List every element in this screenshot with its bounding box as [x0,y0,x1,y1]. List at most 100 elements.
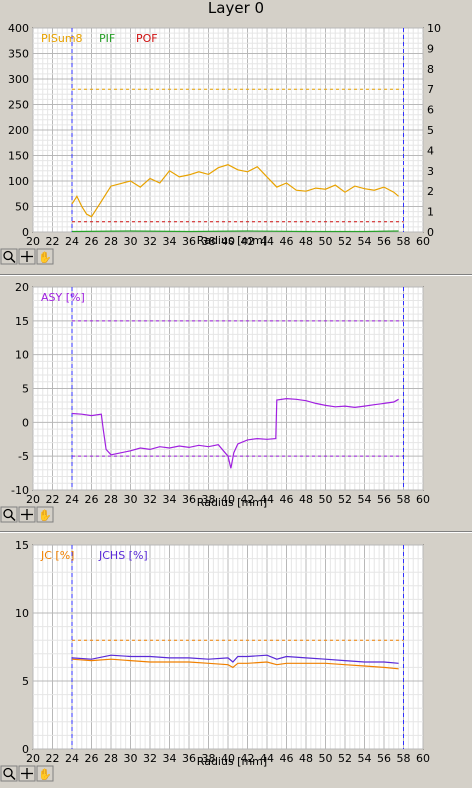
x-tick-label: 52 [338,235,352,248]
y-tick-label: -5 [18,450,29,463]
y-tick-label: 5 [22,383,29,396]
x-tick-label: 44 [260,235,274,248]
x-tick-label: 32 [143,235,157,248]
x-tick-label: 28 [104,752,118,765]
x-tick-label: 26 [85,235,99,248]
x-tick-label: 30 [124,493,138,506]
x-tick-label: 38 [202,752,216,765]
x-tick-label: 58 [397,235,411,248]
asy-chart: -10 -5 0 5 10 15 20 20 22 24 26 28 30 32 34 36 38 40 42 44 4… [0,281,430,523]
x-tick-label: 46 [280,752,294,765]
y-tick-label: 0 [22,743,29,756]
x-tick-label: 30 [124,235,138,248]
zoom-button[interactable] [0,765,18,782]
x-tick-label: 26 [85,493,99,506]
y-tick-label: 300 [8,73,29,86]
series-line [71,654,399,664]
pan-hand-button[interactable]: ✋ [36,248,54,265]
legend-entry: JC [%] [40,549,74,562]
x-tick-label: 48 [299,493,313,506]
x-tick-label: 28 [104,235,118,248]
y-tick-label: 15 [15,539,29,552]
x-tick-label: 42 [241,493,255,506]
x-tick-label: 26 [85,752,99,765]
y-tick-label: 0 [22,416,29,429]
crosshair-button[interactable] [18,506,36,523]
x-tick-label: 60 [416,752,430,765]
y2-tick-label: 6 [427,104,434,117]
x-tick-label: 46 [280,235,294,248]
crosshair-button[interactable] [18,248,36,265]
y-tick-label: 200 [8,124,29,137]
y-tick-label: 5 [22,675,29,688]
y-tick-label: 0 [22,226,29,239]
y-tick-label: -10 [11,484,29,497]
x-tick-label: 54 [358,493,372,506]
x-tick-label: 32 [143,752,157,765]
x-tick-label: 50 [319,752,333,765]
x-tick-label: 56 [377,752,391,765]
y2-tick-label: 4 [427,144,434,157]
legend-entry: PIF [99,32,115,45]
x-tick-label: 52 [338,752,352,765]
x-tick-label: 24 [65,235,79,248]
panel-divider [0,531,472,533]
jc-chart: 0 5 10 15 20 22 24 26 28 30 32 34 36 38 40 42 44 46 48 50 52… [0,539,430,782]
y-tick-label: 20 [15,281,29,294]
x-tick-label: 28 [104,493,118,506]
x-tick-label: 20 [26,235,40,248]
y2-tick-label: 5 [427,124,434,137]
legend-entry: JCHS [%] [98,549,148,562]
y-tick-label: 250 [8,99,29,112]
pan-hand-button[interactable]: ✋ [36,506,54,523]
x-tick-label: 34 [163,235,177,248]
x-tick-label: 36 [182,752,196,765]
x-tick-label: 46 [280,493,294,506]
x-tick-label: 48 [299,752,313,765]
pan-hand-icon: ✋ [38,251,52,264]
x-tick-label: 48 [299,235,313,248]
x-tick-label: 34 [163,752,177,765]
legend-entry: ASY [%] [41,291,85,304]
x-tick-label: 34 [163,493,177,506]
y-tick-label: 100 [8,175,29,188]
pan-hand-button[interactable]: ✋ [36,765,54,782]
legend-entry: POF [136,32,158,45]
panel-divider [0,274,472,276]
x-tick-label: 54 [358,752,372,765]
x-axis-label: Radius [mm] [197,234,267,247]
pan-hand-icon: ✋ [38,768,52,781]
zoom-icon [3,508,13,519]
x-tick-label: 56 [377,493,391,506]
zoom-button[interactable] [0,506,18,523]
x-tick-label: 58 [397,493,411,506]
x-tick-label: 20 [26,752,40,765]
crosshair-button[interactable] [18,765,36,782]
series-line [71,230,399,233]
series-line [71,164,399,218]
window-title: Layer 0 [207,0,265,17]
y2-tick-label: 2 [427,185,434,198]
x-tick-label: 40 [221,235,235,248]
x-tick-label: 22 [46,235,60,248]
y-tick-label: 50 [15,201,29,214]
legend-entry: PISum8 [41,32,83,45]
series-line [71,658,399,670]
y-tick-label: 10 [15,349,29,362]
x-tick-label: 40 [221,493,235,506]
y2-tick-label: 10 [427,22,441,35]
x-tick-label: 58 [397,752,411,765]
x-tick-label: 60 [416,493,430,506]
x-tick-label: 44 [260,493,274,506]
y-tick-label: 350 [8,48,29,61]
zoom-button[interactable] [0,248,18,265]
y2-tick-label: 7 [427,83,434,96]
y-tick-label: 150 [8,150,29,163]
y-tick-label: 10 [15,607,29,620]
x-tick-label: 40 [221,752,235,765]
x-tick-label: 30 [124,752,138,765]
x-tick-label: 42 [241,752,255,765]
x-tick-label: 22 [46,752,60,765]
x-tick-label: 24 [65,752,79,765]
